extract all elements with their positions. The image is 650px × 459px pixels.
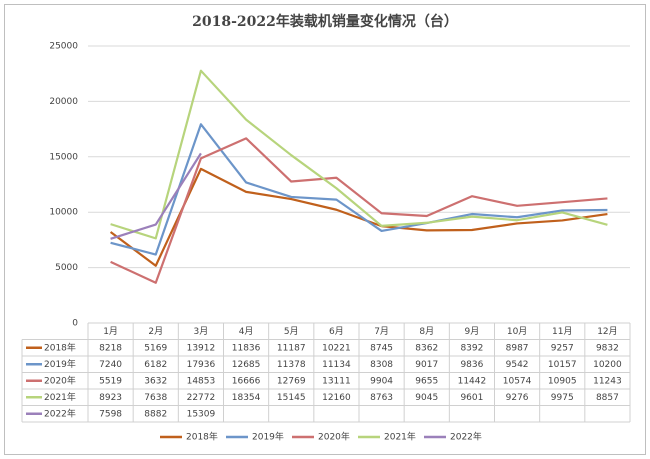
legend-label: 2020年	[318, 431, 350, 443]
table-cell: 8857	[596, 393, 619, 403]
table-cell: 8745	[370, 343, 393, 353]
legend-label: 2022年	[450, 431, 482, 443]
x-tick-label: 8月	[419, 326, 434, 337]
table-cell: 3632	[144, 376, 167, 386]
chart-title: 2018-2022年装载机销量变化情况（台）	[192, 13, 458, 30]
legend-label: 2019年	[252, 431, 284, 443]
table-cell: 9045	[415, 393, 438, 403]
x-tick-label: 7月	[374, 326, 389, 337]
x-tick-label: 5月	[284, 326, 299, 337]
table-cell: 15309	[187, 409, 216, 419]
table-cell: 12685	[232, 360, 261, 370]
table-cell: 6182	[144, 360, 167, 370]
x-tick-label: 9月	[465, 326, 480, 337]
table-cell: 11378	[277, 360, 306, 370]
table-cell: 15145	[277, 393, 306, 403]
table-cell: 17936	[187, 360, 216, 370]
table-cell: 8987	[506, 343, 529, 353]
table-cell: 8923	[99, 393, 122, 403]
y-tick-label: 15000	[49, 152, 78, 162]
table-cell: 16666	[232, 376, 261, 386]
table-cell: 9904	[370, 376, 393, 386]
table-cell: 8392	[460, 343, 483, 353]
table-cell: 8882	[144, 409, 167, 419]
table-cell: 9257	[551, 343, 574, 353]
table-cell: 10574	[503, 376, 532, 386]
y-tick-label: 0	[72, 319, 78, 329]
legend-label: 2018年	[186, 431, 218, 443]
chart-border	[4, 4, 646, 455]
table-row-label: 2022年	[44, 407, 76, 419]
table-cell: 11134	[322, 360, 351, 370]
table-cell: 7240	[99, 360, 122, 370]
series-line	[110, 152, 202, 240]
x-tick-label: 12月	[597, 326, 617, 337]
table-cell: 9601	[460, 393, 483, 403]
legend-label: 2021年	[384, 431, 416, 443]
table-cell: 8218	[99, 343, 122, 353]
table-cell: 8308	[370, 360, 393, 370]
series-line	[110, 137, 608, 284]
table-cell: 12769	[277, 376, 306, 386]
table-cell: 7638	[144, 393, 167, 403]
table-row-label: 2020年	[44, 374, 76, 386]
table-cell: 12160	[322, 393, 351, 403]
table-cell: 10905	[548, 376, 577, 386]
series-line	[109, 167, 608, 267]
table-cell: 9276	[506, 393, 529, 403]
x-tick-label: 1月	[103, 326, 118, 337]
y-tick-label: 20000	[49, 97, 78, 107]
table-cell: 10221	[322, 343, 351, 353]
table-cell: 5519	[99, 376, 122, 386]
table-cell: 9832	[596, 343, 619, 353]
table-cell: 9017	[415, 360, 438, 370]
table-cell: 9836	[460, 360, 483, 370]
series-line	[110, 123, 608, 256]
table-cell: 11187	[277, 343, 306, 353]
x-tick-label: 10月	[507, 326, 527, 337]
table-row-label: 2019年	[44, 358, 76, 370]
table-cell: 11836	[232, 343, 261, 353]
x-tick-label: 6月	[329, 326, 344, 337]
table-cell: 13111	[322, 376, 351, 386]
table-row-label: 2018年	[44, 341, 76, 353]
table-cell: 10200	[593, 360, 622, 370]
table-cell: 8362	[415, 343, 438, 353]
x-tick-label: 4月	[239, 326, 254, 337]
table-cell: 7598	[99, 409, 122, 419]
y-tick-label: 10000	[49, 208, 78, 218]
table-cell: 18354	[232, 393, 261, 403]
table-cell: 22772	[187, 393, 216, 403]
y-tick-label: 25000	[49, 42, 78, 52]
table-cell: 9655	[415, 376, 438, 386]
x-tick-label: 2月	[148, 326, 163, 337]
series-line	[110, 69, 608, 240]
y-tick-label: 5000	[55, 263, 78, 273]
x-tick-label: 11月	[552, 326, 572, 337]
table-cell: 14853	[187, 376, 216, 386]
table-cell: 11243	[593, 376, 622, 386]
table-cell: 5169	[144, 343, 167, 353]
table-cell: 8763	[370, 393, 393, 403]
x-tick-label: 3月	[194, 326, 209, 337]
table-cell: 13912	[187, 343, 216, 353]
table-cell: 9542	[506, 360, 529, 370]
table-cell: 9975	[551, 393, 574, 403]
table-cell: 10157	[548, 360, 577, 370]
table-row-label: 2021年	[44, 391, 76, 403]
table-cell: 11442	[458, 376, 487, 386]
